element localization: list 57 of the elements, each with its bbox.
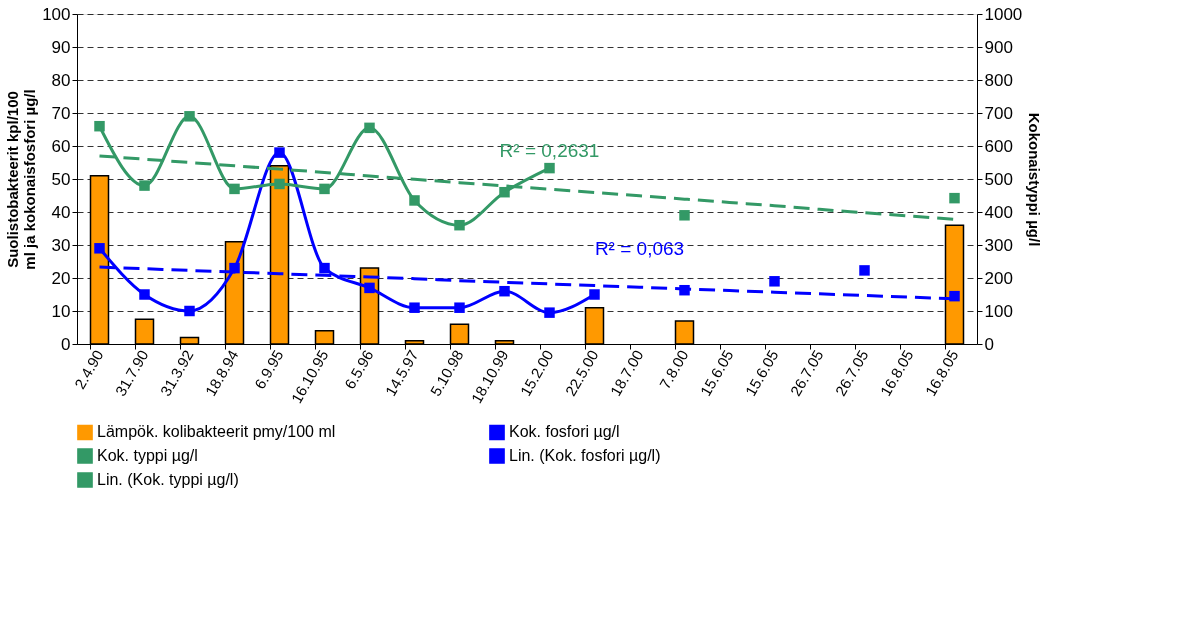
y2-tick-label: 300 (984, 235, 1013, 255)
point (769, 276, 780, 287)
y2-tick-label: 400 (984, 202, 1013, 222)
y-tick-label: 0 (61, 334, 71, 354)
y2-tick-label: 800 (984, 70, 1013, 90)
y-tick-label: 20 (51, 268, 71, 288)
y2-tick-label: 500 (984, 169, 1013, 189)
point (94, 243, 105, 254)
point (544, 307, 555, 318)
point (94, 120, 105, 132)
point (139, 289, 150, 300)
y-tick-label: 60 (51, 136, 71, 156)
y-tick-label: 70 (51, 103, 71, 123)
point (274, 147, 285, 158)
point (409, 195, 420, 206)
y2-tick-label: 700 (984, 103, 1013, 123)
y-tick-label: 30 (51, 235, 71, 255)
point (364, 122, 375, 134)
y-tick-label: 90 (51, 37, 71, 57)
point (679, 210, 690, 221)
point (544, 162, 555, 174)
y2-tick-label: 100 (984, 301, 1013, 321)
y2-tick-label: 1000 (984, 4, 1023, 24)
point (499, 186, 510, 198)
legend-label: Kok. fosfori µg/l (509, 423, 620, 441)
y-tick-label: 10 (51, 301, 71, 321)
point (319, 183, 330, 195)
legend-label: Lin. (Kok. fosfori µg/l) (509, 447, 661, 464)
point (589, 289, 600, 300)
point (859, 265, 870, 276)
point (949, 192, 960, 204)
point (364, 282, 375, 294)
point (409, 302, 420, 313)
point (139, 180, 150, 191)
y-tick-label: 80 (51, 70, 71, 90)
point (184, 111, 195, 122)
y2-tick-label: 900 (984, 37, 1013, 57)
point (229, 183, 240, 195)
y-tick-label: 100 (42, 4, 71, 24)
point (454, 219, 465, 231)
annotation: R² = 0,063 (594, 238, 685, 260)
point (499, 285, 510, 297)
y2-tick-label: 600 (984, 136, 1013, 156)
y-tick-label: 40 (51, 202, 71, 222)
legend-label: Lämpök. kolibakteerit pmy/100 ml (97, 423, 336, 441)
legend-label: Kok. typpi µg/l (97, 447, 198, 464)
legend-label: Lin. (Kok. typpi µg/l) (97, 471, 239, 488)
point (184, 305, 195, 317)
y2-tick-label: 200 (984, 268, 1013, 288)
annotation: R² = 0,2631 (499, 140, 600, 162)
y2-tick-label: 0 (984, 334, 994, 354)
point (454, 302, 465, 313)
point (274, 178, 285, 190)
y2-axis-title: Kokonaistyppi µg/l (1026, 112, 1044, 247)
y-tick-label: 50 (51, 169, 71, 189)
point (319, 262, 330, 274)
y-axis-title: Suolistobakteerit kpl/100 ml ja kokonaisfosfori µg/l (4, 89, 39, 270)
